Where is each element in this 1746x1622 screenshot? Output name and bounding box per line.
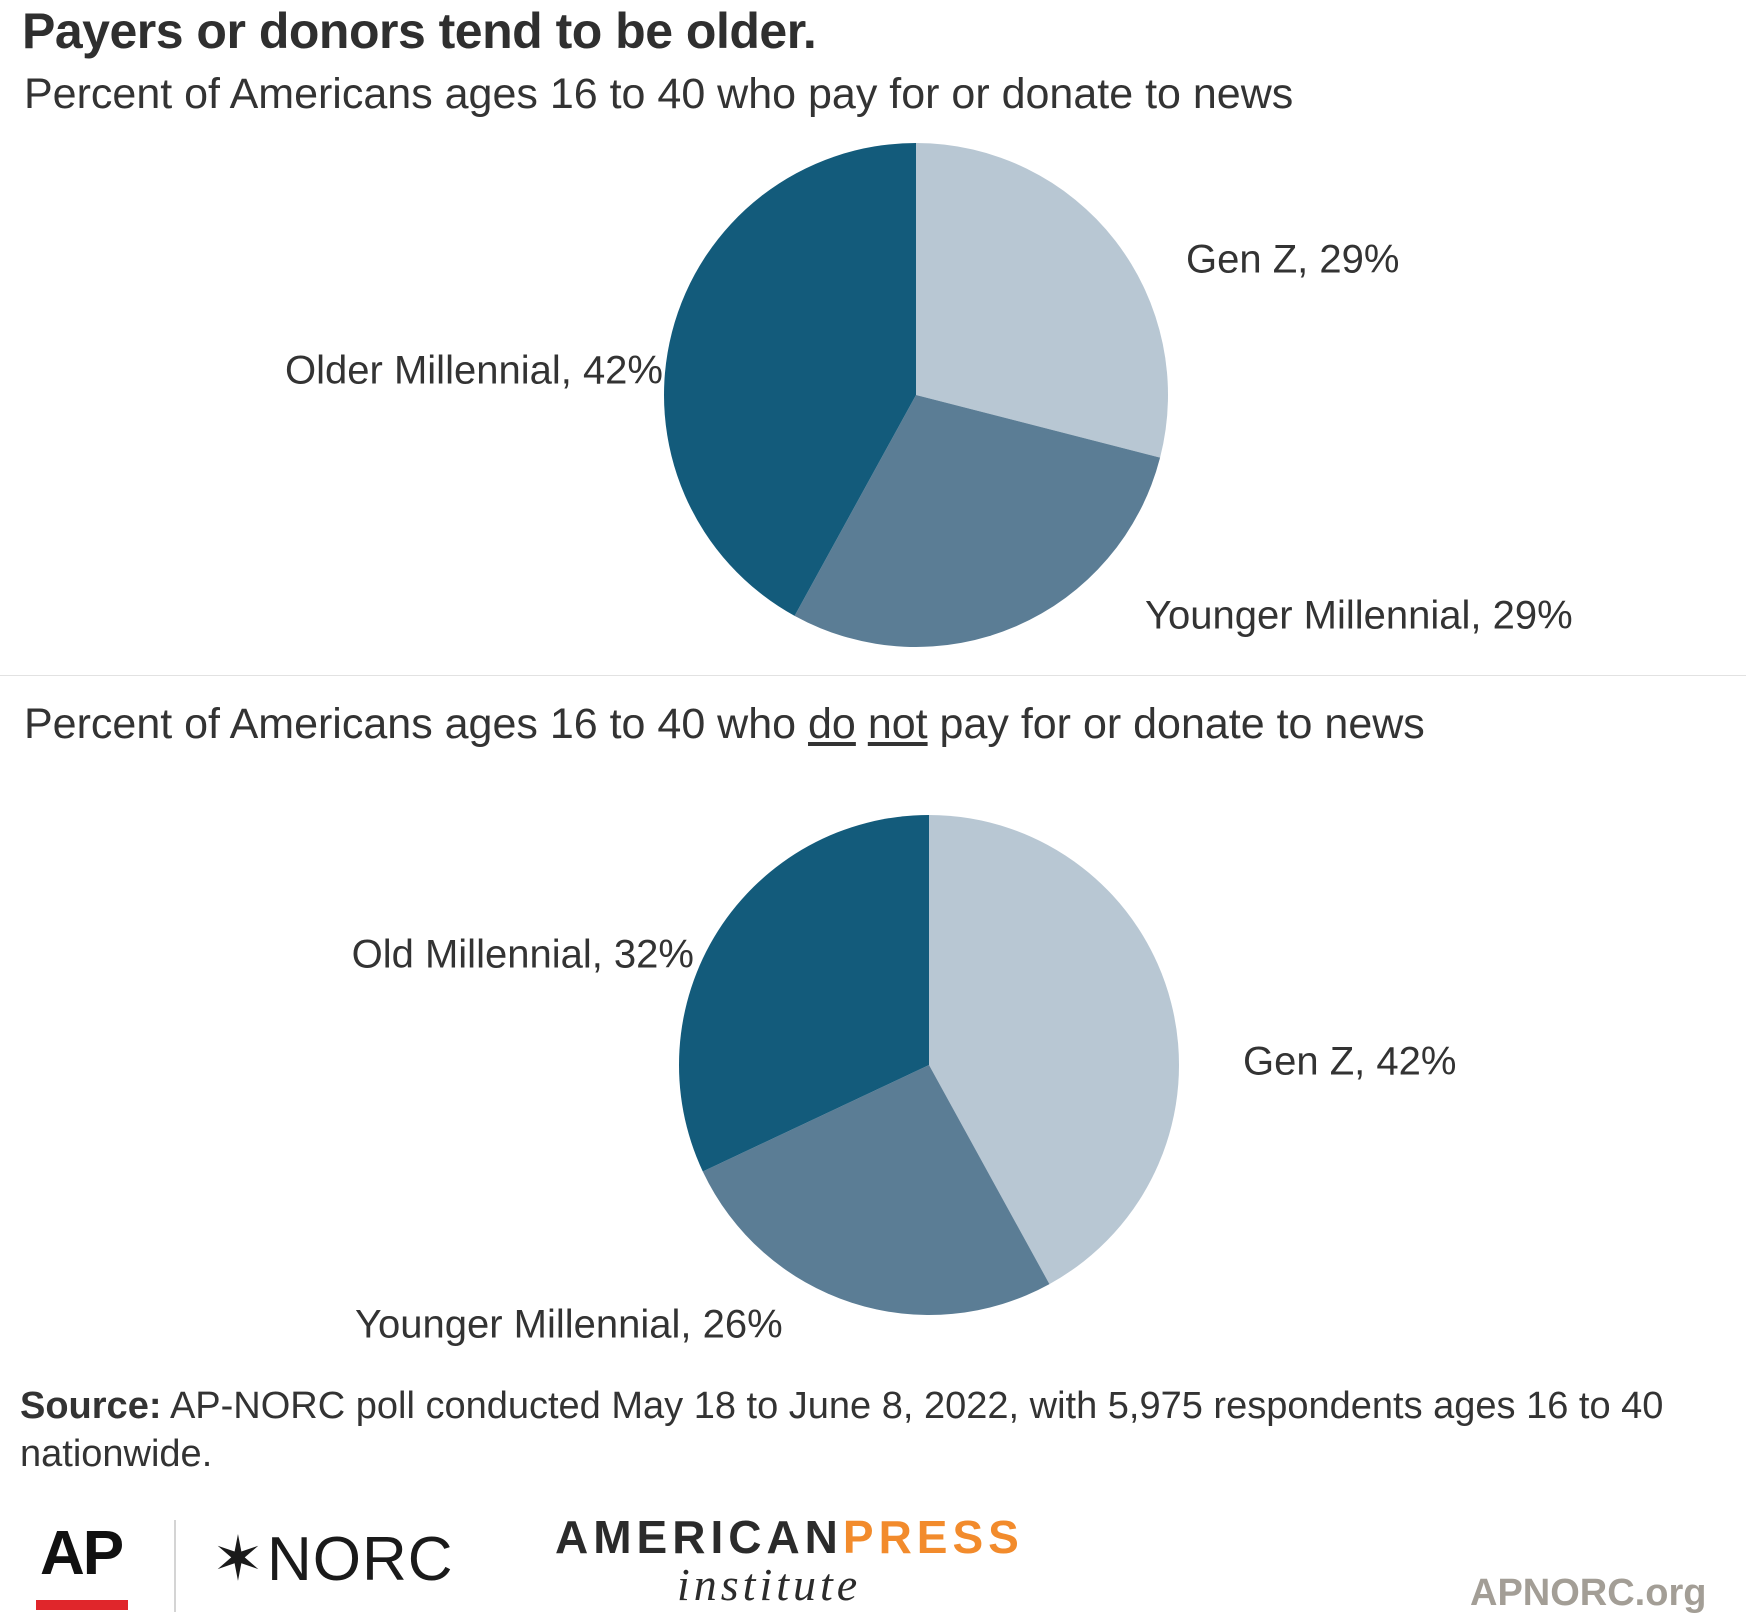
pie-slice-older-millennial (664, 143, 916, 616)
pie-slice-younger-millennial (702, 1065, 1050, 1316)
api-logo-institute: institute (677, 1559, 862, 1610)
subtitle-part-2: pay for or donate to news (927, 700, 1425, 748)
american-press-institute-logo: AMERICANPRESS institute (555, 1510, 1019, 1611)
source-label: Source: (20, 1385, 162, 1427)
pie-slice-gen-z (916, 143, 1168, 458)
slice-label-older-millennial: Older Millennial, 42% (285, 349, 663, 393)
chart-title: Payers or donors tend to be older. (22, 3, 817, 59)
pie-1-subtitle: Percent of Americans ages 16 to 40 who p… (24, 70, 1294, 118)
pie-2-subtitle: Percent of Americans ages 16 to 40 who d… (24, 700, 1425, 749)
site-link[interactable]: APNORC.org (1470, 1572, 1707, 1614)
api-logo-american: AMERICAN (555, 1511, 843, 1563)
norc-logo-text: NORC (266, 1525, 454, 1594)
slice-label-younger-millennial: Younger Millennial, 29% (1145, 594, 1573, 638)
slice-label-gen-z: Gen Z, 42% (1243, 1040, 1456, 1084)
footer-logos: AP ✶NORC AMERICANPRESS institute APNORC.… (0, 1500, 1746, 1622)
source-note: Source: AP-NORC poll conducted May 18 to… (20, 1382, 1720, 1478)
ap-logo: AP (40, 1519, 124, 1588)
slice-label-old-millennial: Old Millennial, 32% (352, 933, 694, 977)
section-divider (0, 675, 1746, 676)
subtitle-part-1: Percent of Americans ages 16 to 40 who (24, 700, 809, 748)
subtitle-emphasis-not: not (867, 700, 928, 748)
norc-logo: ✶NORC (212, 1522, 454, 1595)
slice-label-younger-millennial: Younger Millennial, 26% (355, 1303, 783, 1347)
subtitle-emphasis-do: do (808, 700, 856, 748)
pie-chart-non-payers: Gen Z, 42% Younger Millennial, 26% Old Mil… (352, 815, 1456, 1347)
pie-slice-younger-millennial (794, 395, 1161, 647)
norc-star-icon: ✶ (212, 1525, 265, 1594)
ap-logo-bar (36, 1600, 128, 1610)
pie-slice-gen-z (929, 815, 1180, 1285)
source-text: AP-NORC poll conducted May 18 to June 8,… (20, 1385, 1664, 1475)
pie-chart-payers: Gen Z, 29% Younger Millennial, 29% Older M… (285, 143, 1573, 647)
pie-slice-old-millennial (678, 815, 929, 1172)
api-logo-press: PRESS (842, 1511, 1024, 1563)
slice-label-gen-z: Gen Z, 29% (1186, 238, 1399, 282)
subtitle-space (856, 700, 868, 748)
logo-separator (174, 1520, 176, 1612)
